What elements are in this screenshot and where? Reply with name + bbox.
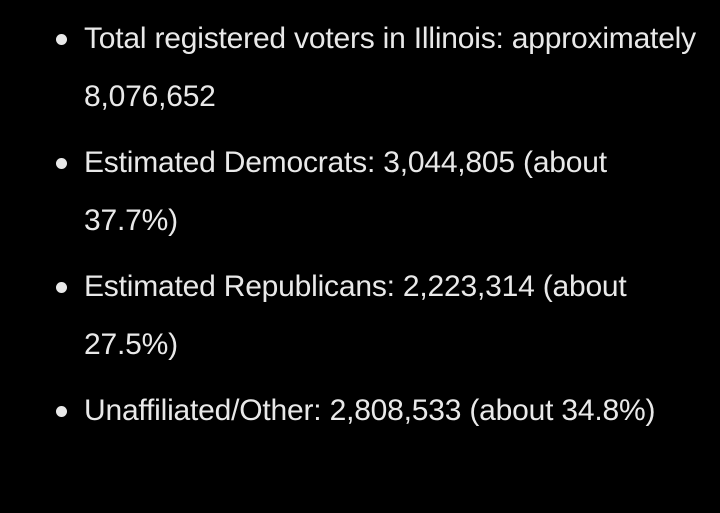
voter-stats-list: Total registered voters in Illinois: app… [0,10,720,448]
bullet-dot-icon [56,282,67,293]
list-item-democrats: Estimated Democrats: 3,044,805 (about 37… [0,134,720,250]
list-item-total-voters: Total registered voters in Illinois: app… [0,10,720,126]
list-item-text: Estimated Republicans: 2,223,314 (about … [84,270,627,361]
list-item-unaffiliated: Unaffiliated/Other: 2,808,533 (about 34.… [0,382,720,440]
bullet-dot-icon [56,406,67,417]
list-item-text: Total registered voters in Illinois: app… [84,22,696,113]
list-item-text: Estimated Democrats: 3,044,805 (about 37… [84,146,607,237]
bullet-dot-icon [56,158,67,169]
list-item-text: Unaffiliated/Other: 2,808,533 (about 34.… [84,394,656,427]
bullet-dot-icon [56,34,67,45]
list-item-republicans: Estimated Republicans: 2,223,314 (about … [0,258,720,374]
